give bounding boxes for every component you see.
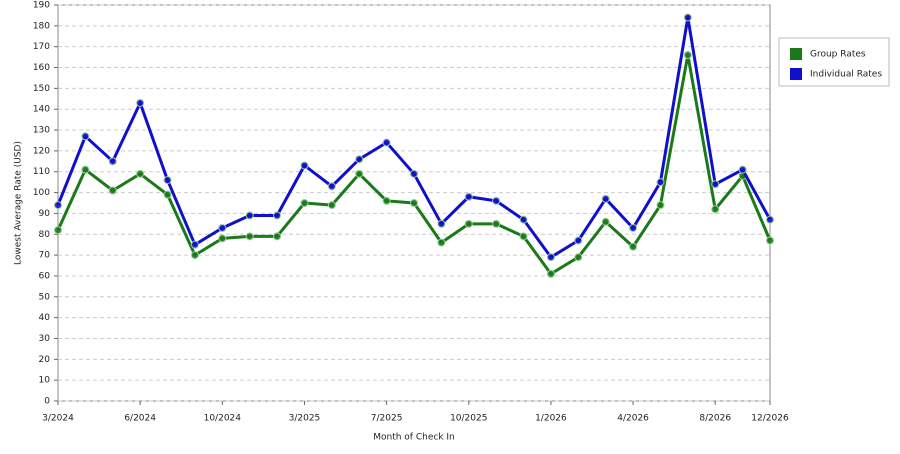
data-point xyxy=(546,253,555,262)
data-point xyxy=(464,219,473,228)
y-tick-label: 40 xyxy=(39,313,51,323)
y-tick-label: 70 xyxy=(39,251,51,261)
data-point xyxy=(629,224,638,233)
data-point xyxy=(766,215,774,224)
data-point xyxy=(629,242,638,251)
data-point xyxy=(683,13,692,22)
data-point xyxy=(738,165,747,174)
data-point xyxy=(355,169,364,178)
y-tick-label: 160 xyxy=(33,63,50,73)
y-tick-label: 180 xyxy=(33,21,50,31)
data-point xyxy=(190,251,199,260)
data-point xyxy=(410,199,418,207)
data-point xyxy=(546,269,555,278)
data-point xyxy=(245,232,254,241)
data-point xyxy=(108,157,117,166)
data-point xyxy=(492,196,501,205)
y-tick-label: 170 xyxy=(33,42,50,52)
data-point xyxy=(136,169,145,178)
y-tick-label: 20 xyxy=(39,355,51,365)
data-point xyxy=(163,190,172,199)
data-point xyxy=(273,232,282,241)
data-point xyxy=(410,169,418,178)
x-tick-label: 12/2026 xyxy=(751,414,789,424)
y-tick-label: 100 xyxy=(33,188,50,198)
y-tick-label: 30 xyxy=(39,334,51,344)
data-point xyxy=(656,201,665,210)
data-point xyxy=(656,178,665,187)
data-point xyxy=(108,186,117,195)
data-point xyxy=(355,155,364,164)
x-tick-label: 8/2026 xyxy=(699,414,731,424)
y-tick-label: 0 xyxy=(44,397,50,407)
data-point xyxy=(437,219,446,228)
data-point xyxy=(437,238,446,247)
data-point xyxy=(519,215,528,224)
data-point xyxy=(327,201,336,210)
y-tick-label: 110 xyxy=(33,167,50,177)
y-tick-label: 60 xyxy=(39,271,51,281)
data-point xyxy=(601,194,610,203)
legend-swatch xyxy=(790,68,802,80)
data-point xyxy=(81,132,90,141)
y-axis-label: Lowest Average Rate (USD) xyxy=(14,141,24,265)
x-tick-label: 3/2024 xyxy=(42,414,74,424)
data-point xyxy=(711,205,720,214)
data-point xyxy=(327,182,336,191)
x-tick-label: 1/2026 xyxy=(535,414,567,424)
x-tick-label: 10/2024 xyxy=(204,414,242,424)
data-point xyxy=(54,226,62,235)
data-point xyxy=(766,236,774,245)
y-tick-label: 140 xyxy=(33,105,50,115)
data-point xyxy=(273,211,282,220)
data-point xyxy=(218,234,227,243)
data-point xyxy=(464,192,473,201)
data-point xyxy=(382,138,391,147)
y-tick-label: 150 xyxy=(33,84,50,94)
x-tick-label: 7/2025 xyxy=(371,414,403,424)
y-tick-label: 130 xyxy=(33,126,50,136)
data-point xyxy=(81,165,90,174)
data-point xyxy=(711,180,720,189)
data-point xyxy=(300,161,309,170)
data-point xyxy=(218,224,227,233)
legend-swatch xyxy=(790,48,802,60)
data-point xyxy=(382,196,391,205)
x-tick-label: 3/2025 xyxy=(289,414,321,424)
data-point xyxy=(163,176,172,185)
y-tick-label: 120 xyxy=(33,146,50,156)
data-point xyxy=(300,199,309,207)
data-point xyxy=(245,211,254,220)
data-point xyxy=(574,253,583,262)
data-point xyxy=(574,236,583,245)
data-point xyxy=(492,219,501,228)
y-tick-label: 50 xyxy=(39,292,51,302)
data-point xyxy=(519,232,528,241)
y-tick-label: 190 xyxy=(33,1,50,11)
y-tick-label: 90 xyxy=(39,209,51,219)
data-point xyxy=(136,98,145,107)
x-tick-label: 10/2025 xyxy=(450,414,487,424)
data-point xyxy=(601,217,610,226)
x-axis-label: Month of Check In xyxy=(373,433,455,443)
y-tick-label: 80 xyxy=(39,230,51,240)
data-point xyxy=(190,240,199,249)
data-point xyxy=(54,201,62,210)
legend-label: Individual Rates xyxy=(810,70,882,80)
y-tick-label: 10 xyxy=(39,376,51,386)
x-tick-label: 6/2024 xyxy=(124,414,156,424)
x-tick-label: 4/2026 xyxy=(617,414,649,424)
data-point xyxy=(683,51,692,60)
legend-label: Group Rates xyxy=(810,50,866,60)
